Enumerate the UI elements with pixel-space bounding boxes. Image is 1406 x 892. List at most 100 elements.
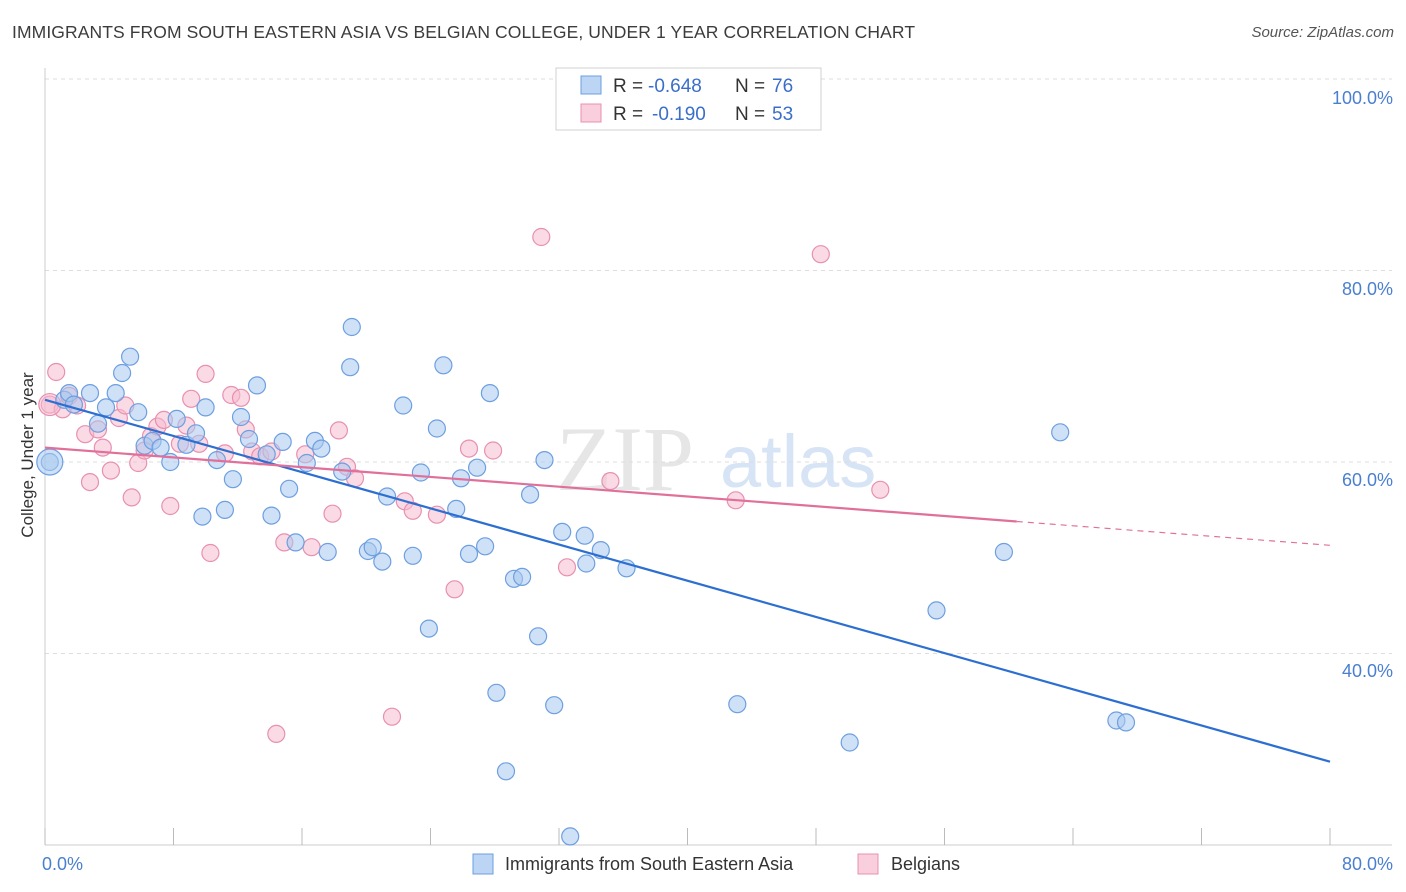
sea-point <box>728 695 747 714</box>
belgians-point <box>382 707 402 726</box>
sea-point <box>342 317 361 337</box>
sea-point <box>512 567 532 587</box>
sea-point <box>575 526 594 545</box>
belgians-point <box>267 724 286 744</box>
sea-point <box>434 356 453 375</box>
y-tick-label: 80.0% <box>1342 279 1393 299</box>
belgians-point <box>323 504 342 523</box>
watermark-zip: ZIP <box>556 408 694 510</box>
sea-point <box>1116 713 1136 732</box>
legend-swatch-blue <box>580 75 602 95</box>
sea-point <box>129 403 148 422</box>
x-tick-min: 0.0% <box>42 854 83 874</box>
belgians-point <box>811 245 830 264</box>
sea-point <box>273 432 292 451</box>
legend-r-label-2: R = <box>613 104 643 125</box>
sea-point <box>196 398 215 417</box>
y-tick-labels: 100.0% 80.0% 60.0% 40.0% <box>1332 88 1393 681</box>
belgians-point <box>161 496 180 516</box>
belgians-point <box>122 488 141 507</box>
sea-point <box>994 542 1014 562</box>
belgians-point <box>101 461 121 480</box>
sea-point <box>561 827 580 846</box>
sea-point <box>318 542 337 562</box>
sea-point <box>363 538 382 557</box>
sea-point <box>215 500 234 519</box>
chart-title: IMMIGRANTS FROM SOUTH EASTERN ASIA VS BE… <box>12 22 916 42</box>
sea-point <box>535 451 554 470</box>
y-tick-label: 100.0% <box>1332 88 1393 108</box>
sea-point <box>411 463 430 482</box>
source-label: Source: ZipAtlas.com <box>1251 24 1394 41</box>
gridlines <box>45 78 1392 654</box>
trend-lines <box>44 398 1331 763</box>
belgians-point <box>871 480 890 499</box>
y-axis-title: College, Under 1 year <box>18 372 37 538</box>
belgians-point <box>231 388 251 407</box>
sea-point <box>193 507 212 526</box>
sea-point <box>577 554 596 573</box>
legend-r-value-2: -0.190 <box>652 104 706 125</box>
sea-point <box>480 384 499 403</box>
sea-point <box>459 544 479 564</box>
legend-n-value-1: 76 <box>772 76 793 97</box>
sea-point <box>520 485 540 504</box>
sea-point <box>487 683 506 702</box>
bottom-legend-label-blue: Immigrants from South Eastern Asia <box>505 854 794 874</box>
sea-point <box>419 619 438 638</box>
sea-point <box>151 438 170 457</box>
belgians-point <box>445 580 464 599</box>
belgians-point <box>329 421 348 440</box>
sea-point <box>231 407 251 427</box>
sea-point <box>447 499 466 518</box>
bottom-legend: Immigrants from South Eastern Asia Belgi… <box>472 853 960 875</box>
sea-point <box>528 627 548 646</box>
sea-points <box>36 317 1136 846</box>
bottom-legend-label-pink: Belgians <box>891 854 960 874</box>
bottom-legend-swatch-pink <box>857 853 879 875</box>
sea-point <box>80 384 100 403</box>
legend-swatch-pink <box>580 103 602 123</box>
belgians-point <box>182 389 201 408</box>
sea-point <box>927 601 946 620</box>
belgians-point <box>201 543 220 563</box>
sea-point <box>341 358 360 377</box>
sea-point <box>106 384 125 403</box>
sea-point <box>223 470 242 489</box>
top-legend: R = -0.648 N = 76 R = -0.190 N = 53 <box>555 67 822 131</box>
sea-point <box>1051 423 1070 442</box>
sea-point <box>167 409 186 428</box>
sea-point-large <box>36 448 64 476</box>
legend-n-value-2: 53 <box>772 104 793 125</box>
sea-point <box>403 546 422 565</box>
sea-point <box>88 414 108 433</box>
sea-trend-line <box>44 398 1331 763</box>
belgians-point <box>532 227 551 247</box>
belgians-point <box>601 472 620 491</box>
legend-n-label-1: N = <box>735 76 765 97</box>
legend-r-label-1: R = <box>613 76 643 97</box>
y-tick-label: 60.0% <box>1342 470 1393 490</box>
sea-point <box>553 522 572 542</box>
belgians-point <box>302 538 321 557</box>
sea-point <box>496 762 516 781</box>
belgians-trend-line <box>44 446 1017 523</box>
sea-point <box>394 396 413 415</box>
bottom-legend-swatch-blue <box>472 853 494 875</box>
sea-point <box>247 376 267 395</box>
y-tick-label: 40.0% <box>1342 661 1393 681</box>
sea-point <box>262 506 281 525</box>
belgians-point <box>459 439 479 458</box>
sea-point <box>280 479 299 498</box>
belgians-point <box>484 441 503 460</box>
sea-point <box>186 424 206 443</box>
sea-point <box>468 458 487 477</box>
x-tick-max: 80.0% <box>1342 854 1393 874</box>
legend-n-label-2: N = <box>735 104 765 125</box>
belgians-point <box>196 364 215 383</box>
legend-r-value-1: -0.648 <box>648 76 702 97</box>
sea-point <box>427 419 446 438</box>
belgians-trend-dashed <box>1016 520 1331 546</box>
sea-point <box>312 439 331 458</box>
